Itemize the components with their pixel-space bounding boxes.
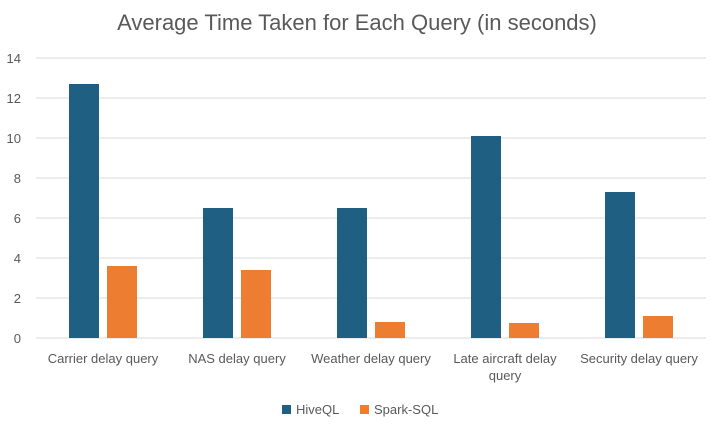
x-category-label-line: query	[489, 368, 522, 383]
y-tick-label: 8	[14, 171, 21, 186]
y-tick-label: 2	[14, 291, 21, 306]
x-category-label-line: Carrier delay query	[48, 351, 159, 366]
bar-spark-sql	[509, 323, 539, 338]
y-tick-label: 12	[7, 91, 21, 106]
y-tick-label: 0	[14, 331, 21, 346]
legend-label: Spark-SQL	[374, 402, 438, 417]
x-category-label-line: Late aircraft delay	[453, 351, 557, 366]
bar-hiveql	[605, 192, 635, 338]
legend-label: HiveQL	[296, 402, 339, 417]
chart-title: Average Time Taken for Each Query (in se…	[117, 10, 597, 35]
bar-spark-sql	[643, 316, 673, 338]
y-tick-label: 6	[14, 211, 21, 226]
bar-hiveql	[337, 208, 367, 338]
gridlines	[36, 57, 706, 339]
y-tick-label: 4	[14, 251, 21, 266]
bar-hiveql	[203, 208, 233, 338]
x-category-label: Security delay query	[580, 351, 698, 366]
legend-swatch	[282, 405, 291, 414]
x-category-label: Weather delay query	[311, 351, 431, 366]
bar-hiveql	[471, 136, 501, 338]
legend: HiveQL Spark-SQL	[282, 402, 438, 417]
bar-spark-sql	[107, 266, 137, 338]
bar-spark-sql	[241, 270, 271, 338]
bar-hiveql	[69, 84, 99, 338]
y-tick-label: 10	[7, 131, 21, 146]
legend-swatch	[360, 405, 369, 414]
x-category-label-line: NAS delay query	[188, 351, 286, 366]
x-category-label: Late aircraft delay query	[453, 351, 557, 383]
x-axis-categories: Carrier delay query NAS delay query Weathe…	[48, 351, 699, 383]
y-axis-ticks: 0 2 4 6 8 10 12 14	[7, 51, 21, 346]
x-category-label-line: Security delay query	[580, 351, 698, 366]
x-category-label-line: Weather delay query	[311, 351, 431, 366]
x-category-label: Carrier delay query	[48, 351, 159, 366]
y-tick-label: 14	[7, 51, 21, 66]
bars	[69, 84, 673, 338]
bar-spark-sql	[375, 322, 405, 338]
x-category-label: NAS delay query	[188, 351, 286, 366]
